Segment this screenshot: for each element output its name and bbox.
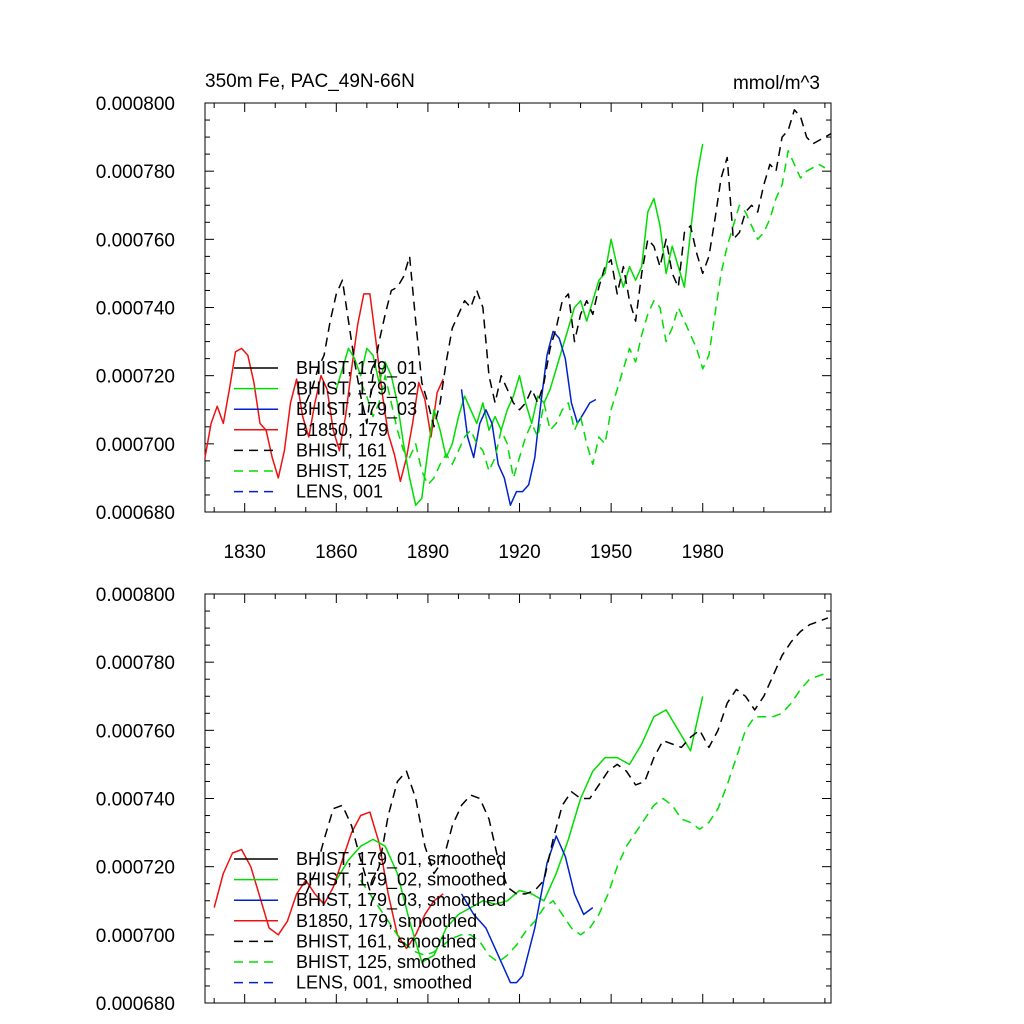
bottom-axes: 0.000680 0.000700 0.000720 0.000740 0.000760… (96, 585, 832, 1015)
series-line (360, 671, 829, 963)
bottom-series (213, 617, 829, 984)
y-tick-label: 0.000780 (96, 653, 175, 674)
series-line (335, 696, 704, 963)
y-tick-label: 0.000760 (96, 721, 175, 742)
y-tick-label: 0.000700 (96, 926, 175, 947)
x-tick-label: 1950 (590, 542, 632, 563)
series-line (305, 109, 832, 428)
legend-label: BHIST, 179_01 (296, 358, 417, 379)
y-tick-label: 0.000740 (96, 299, 175, 320)
bottom-panel: 0.000680 0.000700 0.000720 0.000740 0.000760… (96, 585, 832, 1015)
legend-label: LENS, 001, smoothed (296, 973, 472, 993)
y-tick-label: 0.000760 (96, 230, 175, 251)
figure-title: 350m Fe, PAC_49N-66N (205, 71, 415, 92)
legend-label: B1850, 179 (296, 420, 388, 440)
legend-label: BHIST, 125 (296, 461, 387, 481)
series-line (204, 293, 444, 483)
x-tick-label: 1920 (498, 542, 540, 563)
series-line (305, 617, 829, 895)
legend-label: BHIST, 161, smoothed (296, 931, 476, 951)
x-tick-label: 1860 (315, 542, 357, 563)
legend-label: BHIST, 179_02, smoothed (296, 870, 506, 891)
y-tick-label: 0.000800 (96, 94, 175, 115)
legend-label: BHIST, 179_03, smoothed (296, 890, 506, 911)
y-tick-label: 0.000800 (96, 585, 175, 606)
series-line (460, 330, 597, 506)
series-line (335, 143, 704, 506)
units-label: mmol/m^3 (733, 73, 820, 94)
legend-label: BHIST, 179_03 (296, 399, 417, 420)
series-line (460, 835, 594, 984)
y-tick-label: 0.000700 (96, 435, 175, 456)
legend-label: LENS, 001 (296, 482, 383, 502)
x-tick-label: 1980 (682, 542, 724, 563)
top-axes: 0.000680 0.000700 0.000720 0.000740 0.000760… (96, 94, 832, 563)
legend-label: BHIST, 161 (296, 440, 387, 460)
y-tick-label: 0.000740 (96, 790, 175, 811)
x-tick-label: 1890 (407, 542, 449, 563)
y-tick-label: 0.000680 (96, 994, 175, 1015)
y-tick-label: 0.000720 (96, 858, 175, 879)
y-tick-label: 0.000680 (96, 503, 175, 524)
top-series (204, 109, 832, 506)
legend-label: BHIST, 125, smoothed (296, 952, 476, 972)
x-tick-label: 1830 (224, 542, 266, 563)
top-panel: 0.000680 0.000700 0.000720 0.000740 0.000760… (96, 94, 832, 563)
y-tick-label: 0.000780 (96, 162, 175, 183)
legend-label: B1850, 179, smoothed (296, 911, 477, 931)
y-tick-label: 0.000720 (96, 367, 175, 388)
legend-label: BHIST, 179_02 (296, 379, 417, 400)
legend-label: BHIST, 179_01, smoothed (296, 849, 506, 870)
series-line (360, 149, 826, 486)
series-line (213, 811, 444, 950)
